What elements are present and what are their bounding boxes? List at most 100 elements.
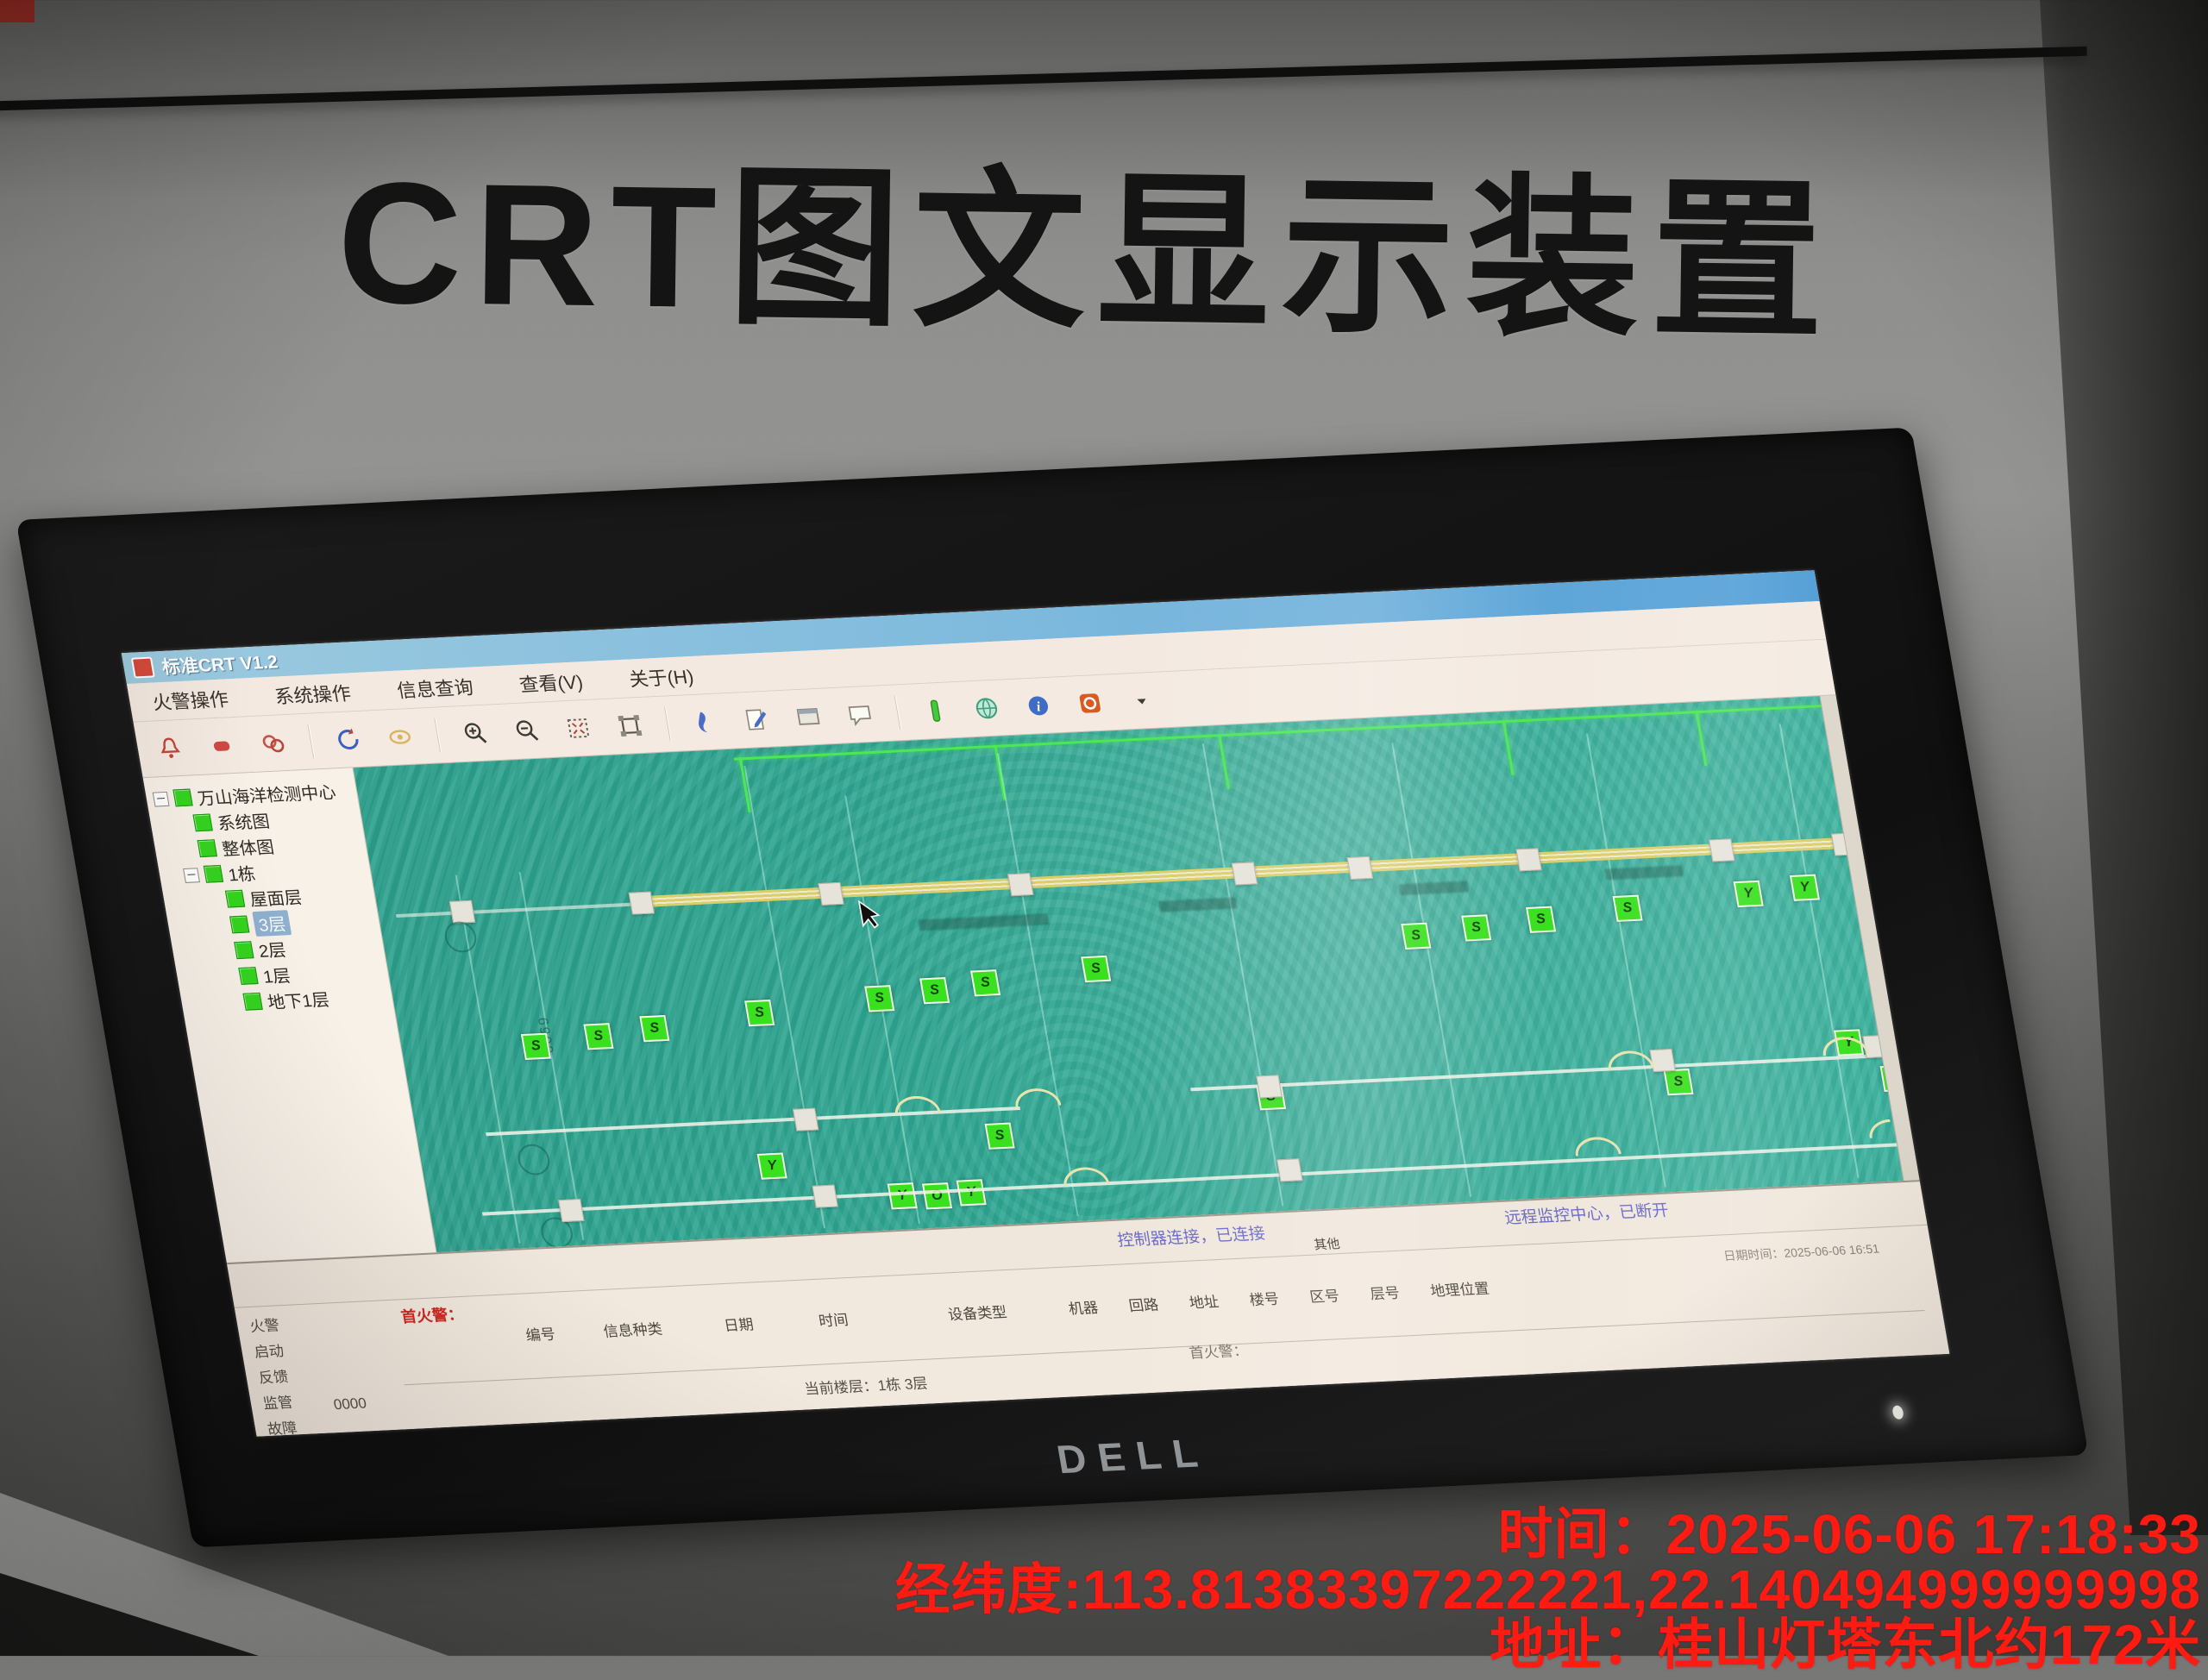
wall-node [1346,856,1374,880]
device-marker[interactable]: S [969,969,1001,997]
col-header-loop: 回路 [1127,1296,1160,1315]
wall-node [792,1107,819,1131]
edit-icon[interactable] [739,705,774,735]
logo-icon[interactable] [1073,688,1107,718]
col-header-info-type: 信息种类 [602,1320,664,1340]
menu-view[interactable]: 查看(V) [518,671,585,696]
event-type-fault[interactable]: 故障 [266,1420,298,1437]
toolbar: i [133,639,1836,779]
device-marker[interactable]: S [984,1122,1015,1150]
col-header-time: 时间 [817,1312,850,1330]
mute-icon[interactable] [204,730,239,761]
event-type-column: 火警 启动 反馈 监管 故障 监控员： [248,1312,332,1437]
device-marker[interactable]: Y [1733,880,1764,908]
event-type-feedback[interactable]: 反馈 [257,1368,290,1387]
grid-line [743,766,825,1229]
wall-node [812,1184,838,1208]
zoom-in-icon[interactable] [458,718,492,749]
refresh-icon[interactable] [331,724,366,755]
device-marker[interactable]: S [864,985,895,1012]
device-marker[interactable]: Y [887,1182,918,1210]
axis-bubble [442,920,480,954]
alarm-bell-icon[interactable] [153,733,187,763]
axis-bubble [515,1143,552,1176]
svg-text:i: i [1035,699,1042,714]
overlay-gps: 经纬度:113.81383397222221,22.14049499999999… [894,1558,2201,1620]
device-marker[interactable]: S [1526,906,1557,933]
wall-node [1515,848,1542,872]
wall-node [628,891,656,915]
corner-red-artifact [0,0,34,22]
wall-node [1276,1158,1303,1182]
tree-item-label-selected: 3层 [252,909,292,937]
event-type-fire[interactable]: 火警 [248,1317,281,1335]
grid-line [1201,743,1284,1207]
overlay-address: 地址：桂山灯塔东北约172米 [1490,1614,2201,1676]
loops-icon[interactable] [256,728,291,758]
room-label-smudge [918,913,1050,931]
room-label-smudge [1604,865,1684,881]
collapse-icon[interactable] [183,867,200,883]
main-row: 万山海洋检测中心 系统图 整体图 1栋 屋面层 [142,695,1920,1263]
room-label-smudge [1398,881,1470,896]
globe-icon[interactable] [969,693,1004,724]
fit-page-icon[interactable] [561,713,596,743]
view-icon[interactable] [383,722,417,752]
pointer-icon[interactable] [687,707,722,737]
moire-pattern [353,696,1904,1253]
marker-icon[interactable] [918,696,952,726]
floor-plan-canvas[interactable]: 6900 S S S S S S S S S S S S Y Y Y Y O Y [353,696,1904,1253]
tree-item-label: 2层 [257,940,288,962]
wall-node [818,881,844,906]
menu-about[interactable]: 关于(H) [627,665,696,691]
overlay-time: 时间：2025-06-06 17:18:33 [1497,1503,2201,1565]
wall-node [1256,1075,1283,1099]
room-label-smudge [1157,897,1238,912]
controller-status: 控制器连接，已连接 [1116,1225,1267,1251]
device-marker[interactable]: Y [956,1179,987,1207]
device-marker[interactable]: S [919,977,950,1005]
col-header-date: 日期 [722,1316,756,1334]
tree-item-label: 屋面层 [248,887,304,910]
device-marker[interactable]: S [583,1023,614,1050]
zone-square-icon [197,839,217,858]
fault-count: 0000 [332,1395,368,1414]
full-extent-icon[interactable] [613,711,648,741]
device-marker[interactable]: Y [1789,874,1820,901]
other-label: 其他 [1313,1237,1341,1253]
wall-node [1007,873,1034,897]
menu-system-ops[interactable]: 系统操作 [273,682,353,708]
device-marker[interactable]: S [1081,955,1112,983]
info-icon[interactable]: i [1021,691,1056,721]
plan-green-line [1502,720,1515,775]
zone-square-icon [224,889,246,908]
device-marker[interactable]: S [1663,1069,1694,1096]
collapse-icon[interactable] [152,791,170,807]
grid-line [1585,733,1666,1188]
event-type-start[interactable]: 启动 [253,1343,285,1361]
device-marker[interactable]: S [639,1014,670,1043]
device-marker[interactable]: S [520,1032,551,1060]
device-marker[interactable]: S [1401,922,1432,950]
tree-item-label: 整体图 [220,837,276,860]
overflow-icon[interactable] [1125,686,1159,716]
device-marker[interactable]: Y [756,1152,787,1180]
device-marker[interactable]: S [1461,914,1492,942]
toolbar-separator [307,724,315,759]
device-marker[interactable]: O [921,1182,953,1210]
comment-icon[interactable] [843,699,877,730]
window-icon[interactable] [791,702,825,732]
event-type-supervise[interactable]: 监管 [261,1394,294,1413]
col-header-machine: 机器 [1067,1299,1100,1318]
menu-info-query[interactable]: 信息查询 [395,676,475,702]
toolbar-separator [434,718,442,753]
device-marker[interactable]: S [744,999,775,1027]
zoom-out-icon[interactable] [510,716,544,746]
device-marker[interactable]: S [1612,894,1643,922]
zone-square-icon [238,967,259,985]
door-swing [1083,1166,1110,1186]
zone-square-icon [242,992,263,1011]
menu-fire-ops[interactable]: 火警操作 [150,688,230,714]
col-header-address: 地址 [1188,1294,1220,1312]
wall-node [558,1199,585,1223]
